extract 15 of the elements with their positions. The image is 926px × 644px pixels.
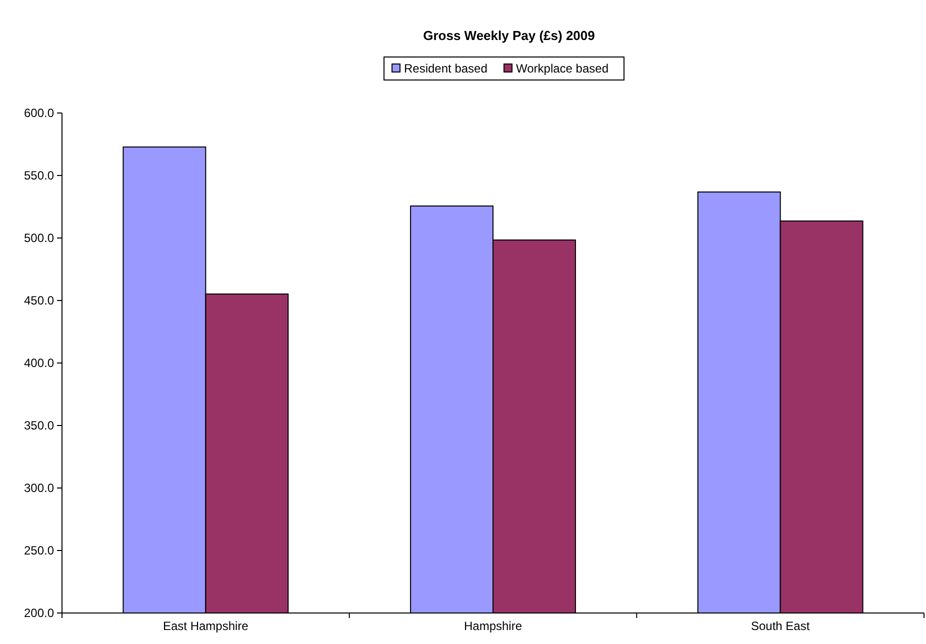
legend-label: Resident based [404, 62, 488, 76]
y-tick-label: 500.0 [24, 231, 54, 246]
chart-title: Gross Weekly Pay (£s) 2009 [423, 28, 595, 43]
y-tick-label: 550.0 [24, 168, 54, 183]
y-tick-label: 450.0 [24, 294, 54, 308]
x-tick-label: East Hampshire [162, 619, 249, 633]
x-tick-label: Hampshire [464, 619, 522, 633]
legend-label: Workplace based [516, 62, 608, 76]
y-tick-label: 400.0 [24, 356, 54, 370]
y-tick-label: 250.0 [24, 544, 54, 558]
x-tick-label: South East [750, 619, 810, 633]
y-tick-label: 200.0 [24, 606, 54, 620]
y-tick-label: 300.0 [24, 481, 54, 496]
y-tick-label: 600.0 [24, 106, 54, 120]
y-tick-label: 350.0 [24, 418, 54, 433]
